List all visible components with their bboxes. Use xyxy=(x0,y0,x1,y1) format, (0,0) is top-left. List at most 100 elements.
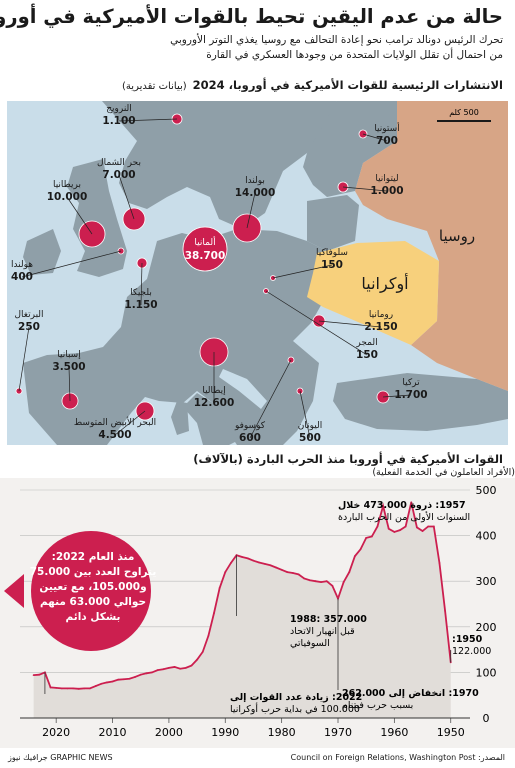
annotation-line: 100.000 في بداية حرب أوكرانيا xyxy=(230,702,360,715)
troops-data-point xyxy=(77,687,80,690)
deployment-troops-value: 500 xyxy=(299,432,321,444)
troops-data-point xyxy=(111,680,114,683)
troops-data-point xyxy=(449,661,452,664)
troops-data-point xyxy=(168,666,170,669)
deployment-leader-line xyxy=(68,366,71,402)
x-tick-label: 1960 xyxy=(380,726,408,739)
troops-data-point xyxy=(94,685,97,687)
troops-data-point xyxy=(325,580,328,583)
troops-data-point xyxy=(122,678,125,681)
callout-line: بشكل دائم xyxy=(66,611,121,623)
deployment-troops-value: 150 xyxy=(356,349,378,361)
troops-data-point xyxy=(280,568,283,571)
troops-area xyxy=(33,502,451,718)
deployment-troops-value: 2.150 xyxy=(364,321,397,333)
deployment-country-label: سلوفاكيا xyxy=(316,248,348,258)
deployment-leader-line xyxy=(382,394,412,398)
y-tick-label: 0 xyxy=(483,712,490,725)
troops-data-point xyxy=(32,674,35,677)
deployment-leader-line xyxy=(299,390,311,439)
deployment-country-label: كوسوفو xyxy=(234,421,266,431)
adriatic-sea xyxy=(219,369,267,409)
deployment-country-label: بريطانيا xyxy=(53,180,81,190)
troops-data-point xyxy=(348,571,351,573)
annotation-line: السوفياتي xyxy=(290,638,330,649)
deployment-troops-value: 4.500 xyxy=(98,429,131,441)
deployment-troops-value: 12.600 xyxy=(194,397,235,409)
deployment-country-label: بولندا xyxy=(245,176,265,186)
deployment-country-label: هولندا xyxy=(11,260,33,270)
troops-data-point xyxy=(337,597,339,600)
troops-data-point xyxy=(196,658,198,661)
troops-data-point xyxy=(246,557,249,560)
troops-data-point xyxy=(89,687,91,690)
deployment-country-label: رومانيا xyxy=(369,310,393,320)
deployment-leader-line xyxy=(118,174,135,220)
annotation-line: 1957: ذروة 473.000 خلال xyxy=(338,500,466,511)
troops-data-point xyxy=(399,529,401,532)
deployment-country-label: بلجيكا xyxy=(130,288,152,298)
deployment-leader-line xyxy=(18,326,30,392)
troops-data-point xyxy=(139,673,142,676)
troops-data-point xyxy=(106,681,108,684)
troops-data-point xyxy=(117,678,120,681)
troops-data-point xyxy=(308,579,311,582)
annotation-line: 2022: زيادة عدد القوات إلى xyxy=(230,692,362,703)
troops-data-point xyxy=(365,536,368,539)
subtitle-line-1: تحرك الرئيس دونالد ترامب نحو إعادة التحا… xyxy=(170,34,503,46)
x-tick-label: 1980 xyxy=(268,726,296,739)
troops-data-point xyxy=(314,580,317,583)
y-tick-label: 300 xyxy=(476,575,497,588)
scale-label: 500 كلم xyxy=(449,108,479,117)
troops-data-point xyxy=(218,587,221,589)
finland-land xyxy=(303,101,407,197)
x-tick-label: 1970 xyxy=(324,726,352,739)
x-tick-label: 2000 xyxy=(155,726,183,739)
russia-region xyxy=(355,101,508,391)
y-tick-label: 200 xyxy=(476,621,497,634)
troops-data-point xyxy=(190,664,193,667)
troops-data-point xyxy=(359,548,362,551)
subtitle-line-2: من احتمال أن تقلل الولايات المتحدة من وج… xyxy=(206,49,503,61)
britain-land xyxy=(67,159,127,277)
troops-data-point xyxy=(60,687,63,690)
troops-data-point xyxy=(427,525,430,528)
deployment-troops-value: 1.000 xyxy=(370,185,403,197)
annotation-line: 1950: xyxy=(452,634,483,645)
deployment-troops-value: 1.100 xyxy=(102,115,135,127)
troops-data-point xyxy=(83,687,86,690)
troops-data-point xyxy=(49,686,52,689)
callout-arrow xyxy=(4,574,24,608)
troops-data-point xyxy=(252,559,255,562)
deployment-country-label: إيطاليا xyxy=(202,386,225,396)
troops-data-point xyxy=(145,672,148,675)
sardinia-land xyxy=(171,401,189,435)
deployment-troops-value: 1.150 xyxy=(124,299,157,311)
troops-chart: 0 100 200 300 400 500 1950 1960 1970 1980 1990 2000… xyxy=(0,478,515,748)
deployment-country-label: تركيا xyxy=(402,378,420,388)
troops-data-point xyxy=(173,666,176,668)
deployment-country-label: المجر xyxy=(355,338,377,348)
troops-data-point xyxy=(342,581,345,584)
troops-data-point xyxy=(134,676,136,678)
annotation-line: قبل انهيار الاتحاد xyxy=(290,626,355,637)
troops-data-point xyxy=(393,531,396,533)
troops-data-point xyxy=(201,650,204,653)
callout-circle xyxy=(31,531,151,651)
deployment-troops-value: 400 xyxy=(11,271,33,283)
troops-data-point xyxy=(292,572,294,574)
y-tick-label: 500 xyxy=(476,484,497,497)
troops-data-point xyxy=(416,526,418,529)
troops-data-point xyxy=(263,562,266,565)
deployment-country-label: ألمانيا xyxy=(194,236,215,248)
troops-data-point xyxy=(410,501,413,504)
callout-since-2022: منذ العام 2022: يتراوح العدد بين 75.000 و1… xyxy=(4,531,156,651)
footer-credit: GRAPHIC NEWS جرافيك نيوز xyxy=(8,753,113,762)
troops-data-point xyxy=(421,530,424,532)
x-tick-label: 1950 xyxy=(437,726,465,739)
troops-data-point xyxy=(297,573,300,576)
x-tick-label: 2020 xyxy=(42,726,70,739)
